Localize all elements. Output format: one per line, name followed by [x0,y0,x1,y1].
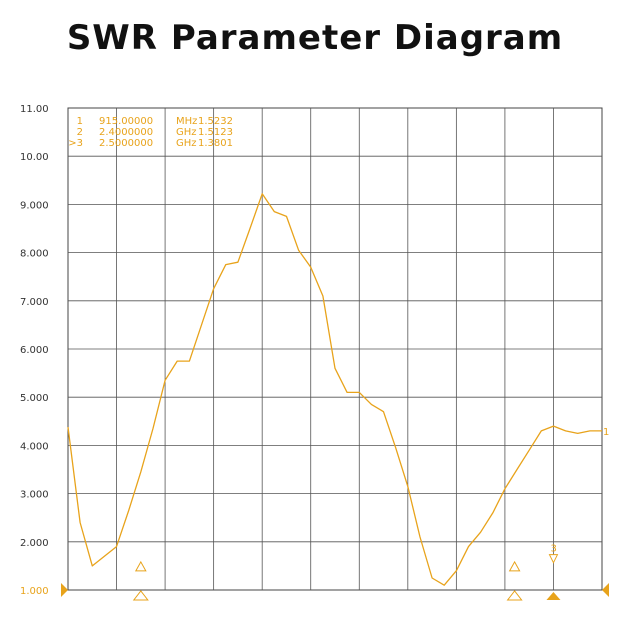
swr-trace-line [67,193,602,586]
marker-readout-swr: 1.5123 [198,127,233,138]
marker-readout-label: 2 [77,127,83,138]
y-tick-label: 1.000 [20,586,49,597]
y-tick-label: 2.000 [20,538,49,549]
marker-triangle-on-trace [134,560,147,572]
marker-readout-unit: GHz [176,127,197,138]
left-reference-marker [61,583,68,597]
y-tick-label: 4.000 [20,441,49,452]
y-tick-label: 5.000 [20,393,49,404]
marker-readout-frequency: 915.00000 [99,116,153,127]
marker-readout-unit: MHz [176,116,197,127]
marker-position-triangle [506,590,523,601]
marker-readout-frequency: 2.4000000 [99,127,153,138]
marker-readout-swr: 1.3801 [198,138,233,149]
right-reference-marker [602,583,609,597]
y-tick-label: 6.000 [20,345,49,356]
marker-readout-label: 1 [77,116,83,127]
marker-readout-frequency: 2.5000000 [99,138,153,149]
marker-readout-swr: 1.5232 [198,116,233,127]
marker-triangle-on-trace [508,560,521,572]
y-tick-label: 7.000 [20,297,49,308]
marker-readout-unit: GHz [176,138,197,149]
y-tick-label: 10.00 [20,152,49,163]
y-tick-label: 8.000 [20,249,49,260]
chart-title: SWR Parameter Diagram [66,18,564,58]
active-marker-triangle-on-trace [548,554,559,564]
trace-end-label: 1 [603,427,609,438]
marker-readout-label: >3 [68,138,83,149]
y-tick-label: 3.000 [20,490,49,501]
active-marker-label: 3 [550,544,556,555]
y-tick-label: 11.00 [20,104,49,115]
marker-position-triangle [132,590,149,601]
active-marker-position-triangle [546,592,561,600]
y-tick-label: 9.000 [20,200,49,211]
